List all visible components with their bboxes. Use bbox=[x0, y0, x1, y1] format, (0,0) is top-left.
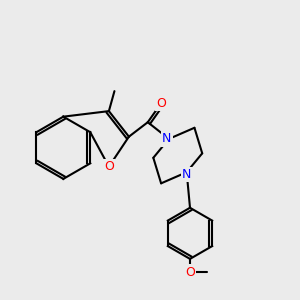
Text: O: O bbox=[185, 266, 195, 279]
Text: O: O bbox=[104, 160, 114, 173]
Text: N: N bbox=[182, 168, 191, 181]
Text: O: O bbox=[156, 97, 166, 110]
Text: N: N bbox=[162, 132, 171, 146]
